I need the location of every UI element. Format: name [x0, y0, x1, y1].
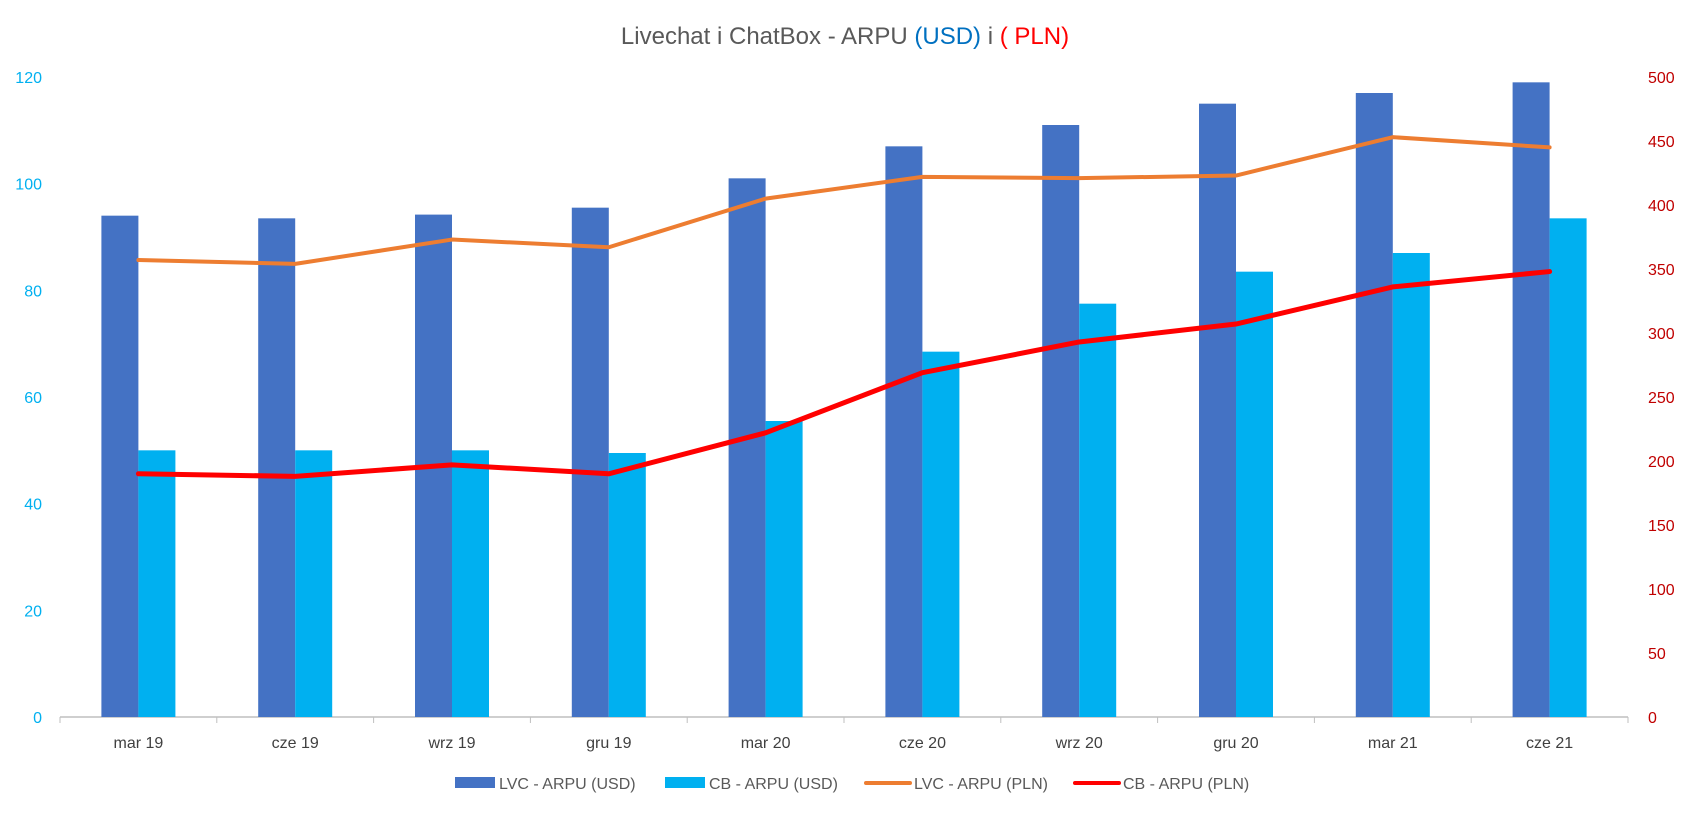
- y-left-tick-label: 120: [15, 70, 42, 87]
- chart-title-mid: i: [981, 23, 1000, 50]
- legend-item: CB - ARPU (USD): [665, 776, 838, 793]
- x-tick-label: mar 21: [1368, 735, 1418, 752]
- x-tick-label: cze 20: [899, 735, 946, 752]
- bar-series-2: [138, 218, 1587, 718]
- bar-series-1: [101, 82, 1550, 718]
- legend-swatch: [665, 777, 705, 788]
- y-right-tick-label: 300: [1648, 326, 1675, 343]
- line-lvc-pln: [136, 135, 1552, 266]
- x-tick-label: cze 19: [272, 735, 319, 752]
- legend-label: LVC - ARPU (USD): [499, 776, 636, 793]
- bar-cb-usd: [1236, 271, 1273, 717]
- y-right-tick-label: 400: [1648, 198, 1675, 215]
- bar-lvc-usd: [1512, 82, 1550, 718]
- bar-lvc-usd: [1042, 125, 1080, 717]
- y-right-tick-label: 250: [1648, 390, 1675, 407]
- bar-cb-usd: [1079, 303, 1117, 717]
- legend: LVC - ARPU (USD) CB - ARPU (USD) LVC - ARP…: [455, 776, 1249, 793]
- bar-lvc-usd: [258, 218, 296, 718]
- y-left-tick-label: 80: [24, 283, 42, 300]
- x-tick-label: gru 19: [586, 735, 631, 752]
- y-right-tick-label: 0: [1648, 710, 1657, 727]
- x-tick-label: mar 19: [114, 735, 164, 752]
- bar-cb-usd: [138, 450, 176, 717]
- y-left-tick-label: 60: [24, 390, 42, 407]
- bar-cb-usd: [1549, 218, 1587, 718]
- y-left-tick-label: 20: [24, 603, 42, 620]
- legend-item: LVC - ARPU (PLN): [864, 776, 1048, 793]
- y-right-tick-label: 500: [1648, 70, 1675, 87]
- legend-label: LVC - ARPU (PLN): [914, 776, 1048, 793]
- bar-lvc-usd: [728, 178, 766, 718]
- bar-lvc-usd: [101, 215, 139, 717]
- line-cb-pln: [135, 269, 1553, 479]
- bar-lvc-usd: [1355, 93, 1393, 717]
- chart-title-pln: ( PLN): [1000, 23, 1069, 50]
- y-right-tick-label: 200: [1648, 454, 1675, 471]
- y-right-tick-label: 350: [1648, 262, 1675, 279]
- chart-title-prefix: Livechat i ChatBox - ARPU: [621, 23, 914, 50]
- bar-cb-usd: [452, 450, 489, 717]
- plot-area: 0 20 40 60 80 100 120 0 50 100 150 200 250 300 350 400 4…: [15, 70, 1675, 752]
- legend-label: CB - ARPU (USD): [709, 776, 838, 793]
- bar-lvc-usd: [1199, 103, 1236, 717]
- legend-label: CB - ARPU (PLN): [1123, 776, 1249, 793]
- y-left-tick-label: 100: [15, 177, 42, 194]
- bar-lvc-usd: [571, 207, 609, 717]
- chart-title: Livechat i ChatBox - ARPU (USD) i ( PLN): [621, 23, 1069, 50]
- legend-swatch: [455, 777, 495, 788]
- x-tick-label: mar 20: [741, 735, 791, 752]
- x-tick-label: gru 20: [1213, 735, 1258, 752]
- bar-lvc-usd: [885, 146, 923, 718]
- bar-cb-usd: [922, 351, 960, 717]
- x-tick-label: cze 21: [1526, 735, 1573, 752]
- x-tick-label: wrz 20: [1055, 735, 1103, 752]
- y-left-tick-label: 40: [24, 497, 42, 514]
- bar-cb-usd: [1392, 253, 1430, 717]
- y-right-tick-label: 450: [1648, 134, 1675, 151]
- y-left-tick-label: 0: [33, 710, 42, 727]
- y-right-tick-label: 100: [1648, 582, 1675, 599]
- legend-item: CB - ARPU (PLN): [1073, 776, 1249, 793]
- chart-title-usd: (USD): [914, 23, 981, 50]
- bar-cb-usd: [295, 450, 333, 717]
- y-right-tick-label: 150: [1648, 518, 1675, 535]
- x-tick-label: wrz 19: [427, 735, 475, 752]
- bar-cb-usd: [608, 453, 646, 717]
- legend-item: LVC - ARPU (USD): [455, 776, 636, 793]
- bar-cb-usd: [765, 421, 803, 717]
- y-right-tick-label: 50: [1648, 646, 1666, 663]
